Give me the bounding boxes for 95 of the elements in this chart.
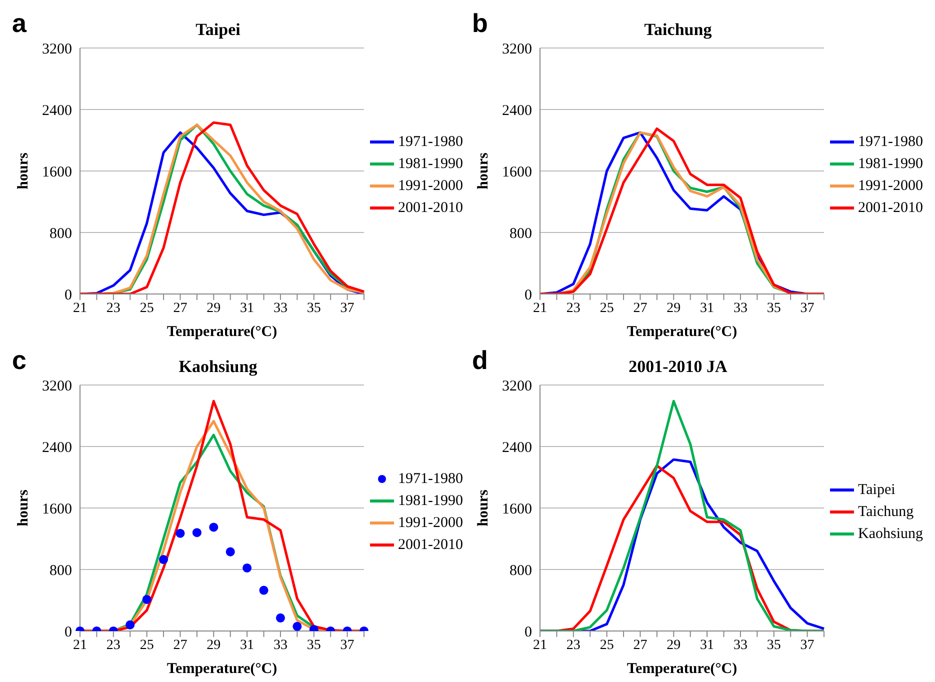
x-tick-label: 25 bbox=[140, 300, 154, 316]
x-tick-label: 33 bbox=[733, 300, 748, 316]
legend-label: 1991-2000 bbox=[398, 176, 463, 196]
x-tick-label: 35 bbox=[306, 638, 321, 653]
y-tick-label: 0 bbox=[64, 624, 72, 640]
x-tick-label: 29 bbox=[206, 638, 221, 653]
x-tick-label: 27 bbox=[633, 300, 648, 316]
x-axis-title: Temperature(°C) bbox=[166, 661, 278, 677]
y-tick-label: 3200 bbox=[42, 378, 72, 394]
x-tick-label: 37 bbox=[340, 638, 354, 653]
x-tick-label: 23 bbox=[106, 638, 120, 653]
y-tick-label: 1600 bbox=[42, 501, 72, 518]
x-tick-label: 35 bbox=[306, 300, 321, 316]
x-tick-label: 23 bbox=[566, 638, 580, 653]
legend-label: 1971-1980 bbox=[398, 470, 463, 488]
x-tick-label: 31 bbox=[700, 300, 714, 316]
legend-label: 1971-1980 bbox=[858, 132, 923, 152]
x-tick-label: 33 bbox=[733, 638, 748, 653]
x-tick-label: 21 bbox=[73, 300, 87, 316]
x-tick-label: 23 bbox=[566, 300, 580, 316]
y-tick-label: 1600 bbox=[502, 501, 532, 518]
point bbox=[259, 586, 268, 595]
x-axis-title: Temperature(°C) bbox=[626, 324, 738, 340]
point bbox=[226, 547, 235, 556]
legend-label: Kaohsiung bbox=[858, 524, 923, 544]
x-tick-label: 31 bbox=[240, 638, 254, 653]
chart-title: 2001-2010 JA bbox=[628, 357, 728, 377]
legend-label: 1991-2000 bbox=[858, 176, 923, 196]
y-axis-title: hours bbox=[475, 152, 492, 190]
text: b bbox=[472, 8, 488, 38]
chart-title: Taichung bbox=[643, 20, 713, 40]
x-tick-label: 33 bbox=[273, 638, 288, 653]
point bbox=[142, 594, 152, 604]
y-axis-title: hours bbox=[15, 152, 32, 190]
x-tick-label: 27 bbox=[173, 300, 188, 316]
x-axis-title: Temperature(°C) bbox=[166, 324, 278, 340]
y-tick-label: 2400 bbox=[502, 440, 532, 456]
y-tick-label: 0 bbox=[524, 624, 532, 640]
point bbox=[159, 555, 168, 564]
legend-label: Taichung bbox=[858, 502, 914, 522]
x-tick-label: 21 bbox=[73, 638, 87, 653]
x-tick-label: 31 bbox=[240, 300, 254, 316]
y-tick-label: 3200 bbox=[502, 378, 532, 394]
x-tick-label: 21 bbox=[533, 300, 547, 316]
legend-label: 1981-1990 bbox=[398, 154, 463, 174]
legend-label: 1981-1990 bbox=[858, 154, 923, 174]
point bbox=[209, 522, 218, 532]
x-tick-label: 29 bbox=[666, 300, 681, 316]
x-tick-label: 23 bbox=[106, 300, 120, 316]
x-tick-label: 35 bbox=[766, 300, 781, 316]
y-tick-label: 3200 bbox=[502, 41, 532, 58]
text: d bbox=[472, 345, 488, 375]
legend-label: 1971-1980 bbox=[398, 132, 463, 152]
y-tick-label: 1600 bbox=[42, 164, 72, 180]
x-tick-label: 37 bbox=[800, 638, 814, 653]
y-tick-label: 2400 bbox=[42, 102, 72, 119]
chart-title: Kaohsiung bbox=[178, 357, 258, 377]
x-tick-label: 25 bbox=[600, 300, 614, 316]
point bbox=[192, 528, 202, 538]
x-tick-label: 29 bbox=[666, 638, 681, 653]
text: c bbox=[12, 345, 26, 375]
legend-label: 1981-1990 bbox=[398, 492, 463, 510]
legend-label: Taipei bbox=[858, 480, 896, 500]
legend-label: 1991-2000 bbox=[398, 514, 463, 532]
legend-label: 2001-2010 bbox=[858, 198, 923, 218]
x-tick-label: 33 bbox=[273, 300, 288, 316]
y-axis-title: hours bbox=[15, 490, 32, 526]
x-axis-title: Temperature(°C) bbox=[626, 661, 738, 677]
x-tick-label: 31 bbox=[700, 638, 714, 653]
y-tick-label: 1600 bbox=[502, 164, 532, 180]
x-tick-label: 37 bbox=[340, 300, 354, 316]
legend-label: 2001-2010 bbox=[398, 198, 463, 218]
y-tick-label: 2400 bbox=[42, 440, 72, 456]
x-tick-label: 35 bbox=[766, 638, 781, 653]
x-tick-label: 29 bbox=[206, 300, 221, 316]
x-tick-label: 25 bbox=[140, 638, 154, 653]
point bbox=[176, 528, 185, 538]
x-tick-label: 27 bbox=[633, 638, 648, 653]
text: a bbox=[12, 8, 26, 38]
y-tick-label: 800 bbox=[510, 562, 532, 579]
legend-label: 2001-2010 bbox=[398, 536, 463, 554]
y-tick-label: 800 bbox=[50, 562, 72, 579]
chart-title: Taipei bbox=[194, 20, 242, 40]
y-axis-title: hours bbox=[475, 490, 492, 526]
y-tick-label: 800 bbox=[510, 226, 532, 242]
y-tick-label: 0 bbox=[64, 287, 72, 304]
y-tick-label: 800 bbox=[50, 226, 72, 242]
y-tick-label: 2400 bbox=[502, 102, 532, 119]
x-tick-label: 27 bbox=[173, 638, 188, 653]
y-tick-label: 0 bbox=[524, 287, 532, 304]
x-tick-label: 21 bbox=[533, 638, 547, 653]
x-tick-label: 37 bbox=[800, 300, 814, 316]
point bbox=[242, 563, 252, 572]
x-tick-label: 25 bbox=[600, 638, 614, 653]
y-tick-label: 3200 bbox=[42, 41, 72, 58]
